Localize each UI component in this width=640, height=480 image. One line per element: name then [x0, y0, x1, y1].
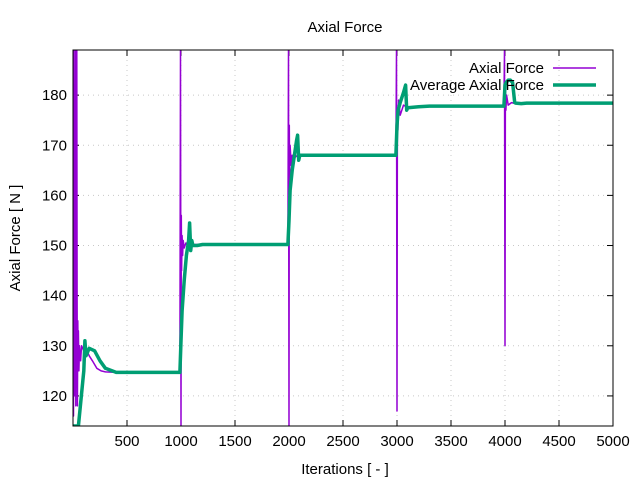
x-tick-label: 3000 — [380, 433, 413, 450]
x-tick-label: 1000 — [164, 433, 197, 450]
x-tick-label: 4500 — [542, 433, 575, 450]
y-tick-label: 160 — [42, 187, 67, 204]
x-tick-label: 3500 — [434, 433, 467, 450]
grid-lines — [73, 50, 613, 426]
series-line-1 — [73, 50, 613, 426]
axis-ticks: 500 1000 1500 2000 2500 3000 3500 4000 4500 5000 1… — [42, 50, 630, 450]
series-layer — [73, 50, 613, 426]
x-tick-label: 5000 — [596, 433, 629, 450]
chart-title: Axial Force — [307, 19, 382, 36]
series-line-2 — [73, 78, 613, 426]
plot-frame — [72, 49, 614, 427]
x-tick-label: 2500 — [326, 433, 359, 450]
x-axis-label: Iterations [ - ] — [301, 461, 389, 478]
x-tick-label: 1500 — [218, 433, 251, 450]
y-axis-label: Axial Force [ N ] — [7, 185, 24, 292]
x-tick-label: 2000 — [272, 433, 305, 450]
y-tick-label: 140 — [42, 288, 67, 305]
y-tick-label: 150 — [42, 238, 67, 255]
y-tick-label: 120 — [42, 388, 67, 405]
legend-label: Axial Force — [469, 60, 544, 77]
y-tick-label: 170 — [42, 137, 67, 154]
y-tick-label: 130 — [42, 338, 67, 355]
x-tick-label: 4000 — [488, 433, 521, 450]
legend-label: Average Axial Force — [410, 77, 544, 94]
y-tick-label: 180 — [42, 87, 67, 104]
x-tick-label: 500 — [114, 433, 139, 450]
